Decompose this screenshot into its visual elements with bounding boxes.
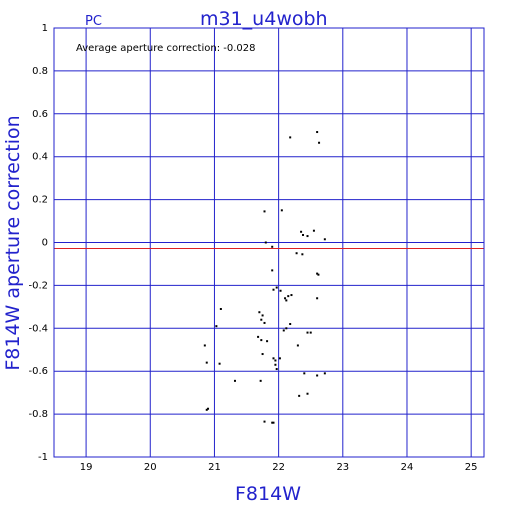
y-tick-label: 0.8 xyxy=(32,66,48,77)
data-point xyxy=(301,253,304,256)
y-tick-label: -0.6 xyxy=(28,366,48,377)
data-point xyxy=(207,407,210,410)
y-tick-label: -0.8 xyxy=(28,409,48,420)
data-point xyxy=(259,379,262,382)
data-point xyxy=(272,288,275,291)
data-point xyxy=(205,408,208,411)
data-point xyxy=(272,357,275,360)
data-point xyxy=(263,210,266,213)
data-point xyxy=(279,289,282,292)
y-axis-label: F814W aperture correction xyxy=(2,115,24,370)
data-point xyxy=(300,230,303,233)
data-point xyxy=(290,294,293,297)
data-point xyxy=(271,245,274,248)
data-point xyxy=(316,272,319,275)
data-point xyxy=(285,299,288,302)
data-point xyxy=(287,295,290,298)
y-tick-label: 0.4 xyxy=(32,152,48,163)
data-point xyxy=(263,321,266,324)
data-point xyxy=(274,363,277,366)
y-tick-label: -0.2 xyxy=(28,280,48,291)
data-point xyxy=(233,379,236,382)
data-point xyxy=(318,141,321,144)
data-point xyxy=(260,339,263,342)
data-point xyxy=(302,233,305,236)
data-point xyxy=(323,238,326,241)
y-tick-label: -1 xyxy=(38,452,48,463)
y-tick-label: 0 xyxy=(42,238,48,249)
data-point xyxy=(258,311,261,314)
data-point xyxy=(278,357,281,360)
data-point xyxy=(306,235,309,238)
x-tick-label: 21 xyxy=(208,462,221,473)
data-point xyxy=(289,323,292,326)
y-tick-label: 0.6 xyxy=(32,109,48,120)
average-annotation: Average aperture correction: -0.028 xyxy=(76,43,256,54)
data-point xyxy=(272,421,275,424)
data-point xyxy=(303,372,306,375)
data-point xyxy=(275,286,278,289)
x-tick-label: 20 xyxy=(144,462,157,473)
data-point xyxy=(271,421,274,424)
data-point xyxy=(263,420,266,423)
y-tick-label: 0.2 xyxy=(32,195,48,206)
data-point xyxy=(306,392,309,395)
chip-label: PC xyxy=(85,14,102,29)
data-point xyxy=(323,372,326,375)
data-point xyxy=(261,353,264,356)
data-point xyxy=(219,307,222,310)
data-point xyxy=(271,269,274,272)
data-point xyxy=(317,273,320,276)
reference-lines xyxy=(54,242,484,250)
data-point xyxy=(289,136,292,139)
data-point xyxy=(260,318,263,321)
x-tick-label: 23 xyxy=(336,462,349,473)
data-point xyxy=(274,359,277,362)
data-point xyxy=(282,329,285,332)
data-point xyxy=(203,344,206,347)
data-point xyxy=(275,368,278,371)
data-point xyxy=(264,241,267,244)
x-tick-label: 24 xyxy=(401,462,414,473)
data-point xyxy=(316,297,319,300)
y-tick-label: 1 xyxy=(42,23,48,34)
data-point xyxy=(215,325,218,328)
data-point xyxy=(309,331,312,334)
data-point xyxy=(285,327,288,330)
data-point xyxy=(316,131,319,134)
y-tick-label: -0.4 xyxy=(28,323,48,334)
data-point xyxy=(218,362,221,365)
x-tick-label: 25 xyxy=(465,462,478,473)
chart-title: m31_u4wobh xyxy=(200,8,328,30)
data-point xyxy=(261,314,264,317)
data-point xyxy=(280,209,283,212)
plot-frame xyxy=(53,27,485,458)
data-point xyxy=(316,374,319,377)
x-tick-label: 22 xyxy=(272,462,285,473)
data-point xyxy=(205,361,208,364)
data-point xyxy=(266,340,269,343)
data-point xyxy=(296,344,299,347)
tick-labels: 19 20 21 22 23 24 25 -1 -0.8 -0.6 -0.4 -0.2 0 0.2 0.4 0… xyxy=(28,23,477,473)
x-axis-label: F814W xyxy=(235,483,301,505)
data-point xyxy=(312,229,315,232)
x-tick-label: 19 xyxy=(80,462,93,473)
data-point xyxy=(306,331,309,334)
data-points xyxy=(203,131,326,424)
data-point xyxy=(284,297,287,300)
data-point xyxy=(295,252,298,255)
data-point xyxy=(257,335,260,338)
data-point xyxy=(298,394,301,397)
